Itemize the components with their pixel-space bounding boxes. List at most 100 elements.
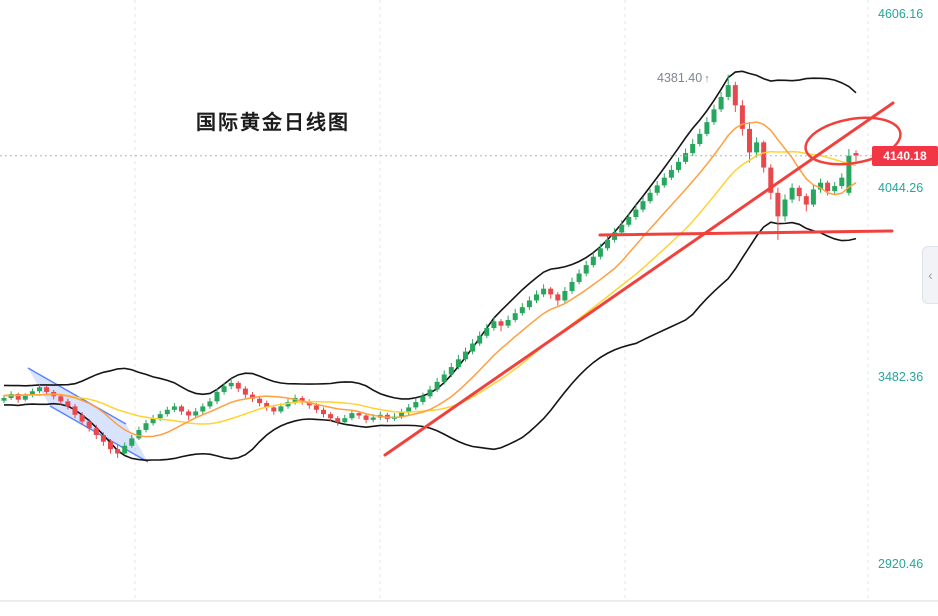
- chart-title: 国际黄金日线图: [196, 112, 350, 134]
- candle-body: [335, 418, 341, 423]
- candle-body: [271, 407, 277, 412]
- ma-layer: [3, 121, 857, 438]
- candle-body: [214, 391, 220, 402]
- candle-body: [754, 142, 760, 153]
- candle-body: [200, 406, 206, 412]
- candle-body: [86, 421, 92, 429]
- candle-body: [122, 445, 128, 454]
- ascending-trendline[interactable]: [383, 101, 895, 457]
- candle-body: [278, 406, 284, 412]
- grid-layer: [0, 0, 938, 602]
- bollinger-layer: [3, 70, 857, 461]
- candle-body: [434, 381, 440, 390]
- bollinger-upper-line: [3, 70, 857, 400]
- candle-body: [406, 407, 412, 413]
- swing-high-value: 4381.40: [657, 71, 703, 85]
- candle-body: [619, 224, 625, 233]
- candle-body: [370, 417, 376, 420]
- candle-body: [257, 398, 263, 404]
- candle-body: [413, 402, 419, 408]
- candle-body: [704, 122, 710, 134]
- candle-body: [171, 406, 177, 410]
- candle-body: [846, 155, 852, 193]
- candle-body: [590, 256, 596, 266]
- candle-body: [285, 402, 291, 407]
- candle-body: [711, 109, 717, 123]
- candle-body: [668, 169, 674, 178]
- candle-body: [555, 294, 561, 301]
- candle-body: [739, 105, 745, 129]
- candle-body: [768, 167, 774, 193]
- candle-body: [505, 319, 511, 326]
- candle-body: [810, 189, 816, 205]
- swing-high-label: 4381.40 ↑: [657, 71, 710, 85]
- candle-body: [65, 401, 71, 407]
- panel-collapse-button[interactable]: ‹: [922, 246, 938, 304]
- candle-body: [477, 335, 483, 344]
- ma-slow-line: [3, 150, 857, 425]
- candle-body: [22, 395, 28, 400]
- candle-body: [661, 177, 667, 186]
- resistance-line[interactable]: [598, 229, 894, 237]
- candle-body: [264, 403, 270, 408]
- channel-line[interactable]: [49, 405, 149, 463]
- candle-body: [853, 153, 859, 156]
- bollinger-lower-line: [3, 221, 857, 461]
- candle-body: [718, 96, 724, 110]
- candle-body: [328, 414, 334, 419]
- highlight-ellipse[interactable]: [802, 111, 904, 171]
- candle-body: [633, 209, 639, 218]
- candle-body: [313, 405, 319, 410]
- candle-body: [491, 321, 497, 329]
- candle-body: [1, 398, 7, 401]
- candle-body: [526, 300, 532, 308]
- candle-body: [789, 187, 795, 200]
- candle-body: [108, 441, 113, 450]
- current-price-tag: 4140.18: [872, 146, 938, 166]
- candle-body: [79, 414, 85, 422]
- candle-body: [803, 196, 809, 205]
- y-axis-label: 4044.26: [878, 181, 924, 195]
- candle-body: [342, 418, 348, 423]
- candle-body: [747, 128, 752, 153]
- candle-body: [562, 291, 568, 301]
- candle-body: [157, 414, 163, 419]
- candle-body: [732, 85, 738, 106]
- candle-body: [825, 182, 831, 192]
- candle-body: [193, 411, 199, 416]
- candle-body: [484, 328, 490, 336]
- candle-body: [605, 239, 610, 249]
- candle-body: [58, 396, 64, 402]
- candle-body: [186, 411, 192, 416]
- channel-line[interactable]: [27, 367, 127, 425]
- candle-body: [441, 374, 447, 382]
- candle-body: [242, 388, 248, 395]
- candle-body: [349, 413, 355, 419]
- candle-body: [207, 401, 213, 407]
- candle-body: [93, 428, 99, 436]
- candle-body: [129, 438, 135, 446]
- candle-body: [235, 382, 241, 389]
- candles-layer: [1, 74, 859, 458]
- candle-body: [15, 393, 21, 400]
- candle-body: [512, 313, 518, 320]
- candle-body: [832, 186, 838, 192]
- candle-body: [399, 412, 405, 417]
- candle-body: [321, 409, 326, 415]
- candle-body: [115, 449, 121, 454]
- channel-fill: [28, 368, 148, 462]
- candle-body: [363, 415, 369, 420]
- y-axis-label: 3482.36: [878, 370, 924, 384]
- candle-body: [463, 351, 468, 360]
- candle-body: [654, 185, 660, 193]
- candle-body: [356, 413, 362, 416]
- candle-body: [72, 406, 78, 415]
- y-axis-label: 4606.16: [878, 7, 924, 21]
- up-arrow-icon: ↑: [704, 73, 710, 85]
- candle-body: [519, 307, 525, 314]
- candle-body: [548, 288, 554, 295]
- candle-body: [420, 396, 426, 403]
- candle-body: [299, 398, 305, 402]
